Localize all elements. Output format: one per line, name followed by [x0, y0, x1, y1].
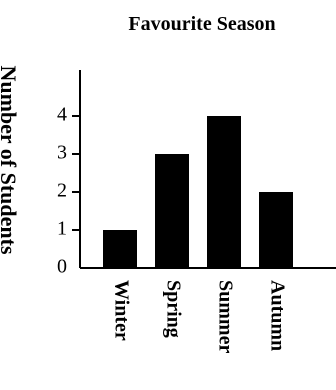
bar-autumn [259, 192, 293, 268]
x-tick-label-winter: Winter [110, 280, 132, 341]
y-ticks: 0 1 2 3 4 [57, 104, 80, 278]
y-axis-label: Number of Students [0, 65, 21, 255]
x-tick-label-spring: Spring [162, 280, 184, 338]
y-tick-label: 2 [57, 180, 67, 202]
bar-spring [155, 154, 189, 268]
bar-summer [207, 116, 241, 268]
y-tick-label: 3 [57, 142, 67, 164]
y-tick-label: 1 [57, 218, 67, 240]
x-tick-label-summer: Summer [214, 280, 236, 353]
chart-title: Favourite Season [128, 13, 275, 35]
y-tick-label: 0 [57, 256, 67, 278]
bars [103, 116, 293, 268]
x-tick-label-autumn: Autumn [266, 280, 288, 351]
bar-winter [103, 230, 137, 268]
x-tick-labels: Winter Spring Summer Autumn [110, 280, 288, 353]
y-tick-label: 4 [57, 104, 67, 126]
